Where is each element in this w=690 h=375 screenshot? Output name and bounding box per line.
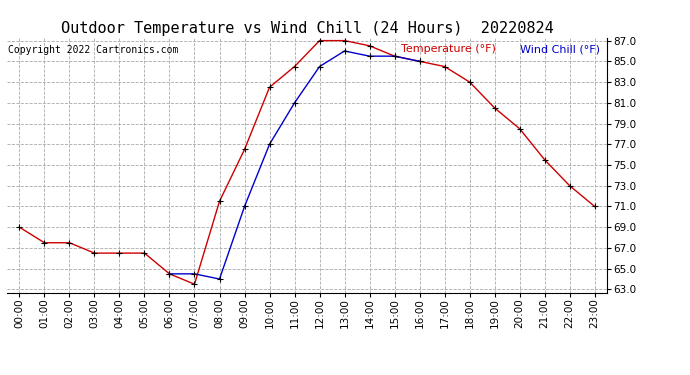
Text: Copyright 2022 Cartronics.com: Copyright 2022 Cartronics.com — [8, 45, 179, 55]
Text: Temperature (°F): Temperature (°F) — [401, 45, 496, 54]
Text: Wind Chill (°F): Wind Chill (°F) — [520, 45, 600, 54]
Title: Outdoor Temperature vs Wind Chill (24 Hours)  20220824: Outdoor Temperature vs Wind Chill (24 Ho… — [61, 21, 553, 36]
